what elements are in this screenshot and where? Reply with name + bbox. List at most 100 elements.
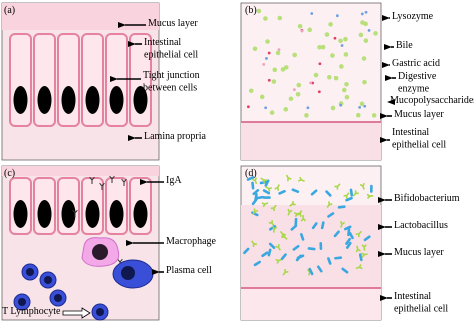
molecule — [272, 67, 278, 73]
lactobacillus — [345, 237, 351, 245]
molecule — [313, 72, 319, 78]
molecule — [292, 88, 296, 91]
molecule — [283, 107, 289, 112]
molecule — [330, 53, 335, 58]
lactobacillus — [243, 247, 250, 255]
nucleus — [109, 86, 124, 114]
lactobacillus — [268, 224, 277, 231]
label: Plasma cell — [166, 265, 212, 276]
antibody — [361, 252, 368, 258]
label: Bifidobacterium — [394, 193, 460, 204]
lactobacillus — [310, 189, 318, 196]
molecule — [344, 81, 349, 87]
label: epithelial cell — [394, 304, 448, 315]
molecule — [256, 8, 262, 14]
molecule — [317, 44, 322, 50]
molecule — [248, 88, 254, 94]
molecule — [359, 101, 365, 107]
lactobacillus — [291, 188, 300, 194]
molecule — [343, 52, 349, 57]
antibody — [361, 244, 367, 251]
lactobacillus — [347, 228, 351, 237]
antibody — [285, 174, 292, 182]
molecule — [288, 96, 294, 102]
antibody — [261, 202, 269, 208]
lactobacillus — [341, 267, 349, 274]
molecule — [259, 94, 265, 100]
lactobacillus — [299, 233, 305, 241]
lactobacillus — [251, 181, 255, 190]
lactobacillus — [316, 265, 323, 273]
molecule — [267, 78, 271, 82]
molecule — [295, 91, 301, 97]
label: Macrophage — [166, 236, 217, 247]
molecule — [355, 112, 361, 118]
nucleus — [37, 86, 52, 114]
molecule — [339, 64, 344, 69]
nucleus — [133, 86, 148, 114]
nucleus — [37, 200, 52, 228]
antibody — [89, 176, 95, 184]
nucleus — [85, 86, 100, 114]
label: T Lymphocyte — [2, 306, 61, 317]
antibody — [355, 245, 361, 253]
lactobacillus — [334, 256, 343, 260]
molecule — [364, 10, 368, 14]
molecule — [311, 81, 315, 85]
lactobacillus — [319, 242, 323, 251]
antibody — [274, 184, 280, 191]
label: epithelial cell — [144, 50, 198, 61]
molecule — [330, 105, 336, 111]
molecule — [362, 79, 367, 85]
molecule — [341, 87, 347, 93]
lactobacillus — [262, 196, 271, 199]
panel-a — [1, 2, 160, 161]
lactobacillus — [290, 224, 298, 231]
lactobacillus — [256, 195, 265, 200]
macrophage-nucleus — [92, 244, 108, 260]
label: Gastric acid — [392, 58, 440, 69]
molecule — [283, 65, 289, 70]
nucleus — [61, 200, 76, 228]
molecule — [265, 39, 270, 44]
lactobacillus — [264, 179, 270, 187]
lactobacillus — [295, 254, 302, 262]
antibody — [121, 178, 127, 186]
label: epithelial cell — [392, 140, 446, 151]
label: IgA — [166, 175, 182, 186]
antibody — [359, 182, 365, 190]
molecule — [277, 48, 281, 52]
molecule — [338, 38, 343, 44]
plasma-nucleus — [121, 266, 135, 280]
lactobacillus — [280, 253, 287, 261]
antibody — [355, 230, 362, 238]
molecule — [318, 62, 322, 66]
lactobacillus — [320, 221, 325, 230]
molecule — [339, 103, 343, 107]
nucleus — [13, 200, 28, 228]
label: Intestinal — [144, 37, 181, 48]
molecule — [324, 32, 330, 37]
molecule — [340, 44, 344, 47]
molecule — [335, 14, 339, 18]
antibody — [343, 192, 350, 199]
lactobacillus — [311, 222, 318, 230]
panel-letter: (d) — [245, 168, 257, 179]
antibody — [298, 176, 305, 182]
lactobacillus — [327, 212, 335, 218]
lactobacillus — [308, 267, 314, 276]
lactobacillus — [251, 211, 259, 217]
lactobacillus — [358, 253, 363, 262]
panel-letter: (a) — [4, 5, 15, 16]
label: Lamina propria — [144, 131, 206, 142]
lactobacillus — [370, 184, 373, 193]
lactobacillus — [327, 257, 332, 265]
molecule — [358, 105, 362, 109]
molecule — [326, 74, 332, 80]
antibody — [293, 211, 301, 218]
lactobacillus — [278, 189, 286, 195]
molecule — [363, 21, 368, 27]
label: between cells — [143, 83, 197, 94]
antibody — [250, 240, 258, 247]
